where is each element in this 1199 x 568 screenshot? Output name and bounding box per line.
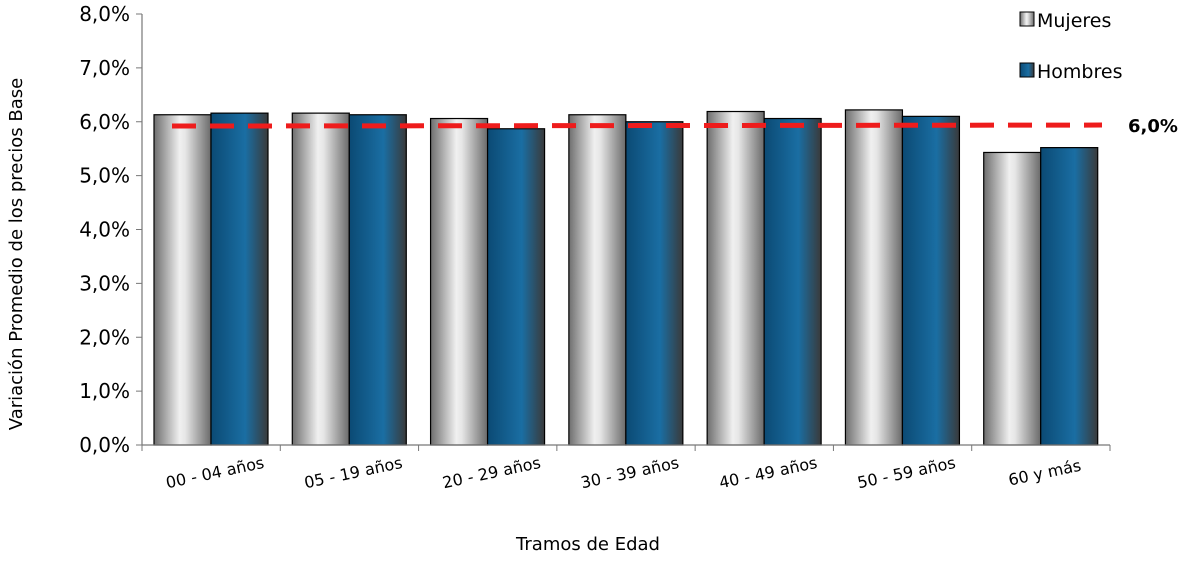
- bar-hombres-4: [763, 117, 822, 446]
- bar-mujeres-2: [429, 117, 489, 446]
- legend-label-mujeres: Mujeres: [1037, 10, 1111, 32]
- x-axis-title: Tramos de Edad: [515, 534, 660, 555]
- legend-swatch-mujeres: [1019, 11, 1035, 27]
- x-tick-label: 50 - 59 años: [856, 453, 958, 492]
- y-tick-label: 4,0%: [79, 218, 130, 242]
- y-tick-label: 7,0%: [79, 56, 130, 80]
- bar-mujeres-1: [291, 112, 350, 446]
- bar-hombres-3: [625, 121, 684, 446]
- legend-label-hombres: Hombres: [1037, 61, 1122, 83]
- y-tick-label: 5,0%: [79, 164, 130, 188]
- bar-hombres-1: [348, 114, 407, 446]
- bar-mujeres-0: [153, 114, 212, 446]
- bar-hombres-6: [1040, 147, 1099, 446]
- bar-mujeres-5: [844, 109, 904, 446]
- y-axis-title: Variación Promedio de los precios Base: [6, 78, 27, 430]
- legend-swatch-hombres: [1019, 62, 1035, 78]
- y-tick-label: 8,0%: [79, 2, 130, 26]
- bar-hombres-2: [486, 128, 546, 446]
- x-tick-label: 00 - 04 años: [164, 453, 266, 492]
- y-tick-label: 2,0%: [79, 325, 130, 349]
- x-tick-label: 60 y más: [1007, 456, 1083, 490]
- x-tick-label: 40 - 49 años: [717, 453, 819, 492]
- bar-mujeres-3: [568, 114, 627, 446]
- x-tick-label: 05 - 19 años: [302, 453, 404, 492]
- y-tick-label: 6,0%: [79, 110, 130, 134]
- legend: Mujeres Hombres: [1019, 10, 1122, 83]
- bar-mujeres-6: [983, 151, 1042, 446]
- y-tick-label: 1,0%: [79, 379, 130, 403]
- bar-mujeres-4: [706, 110, 765, 446]
- x-tick-label: 30 - 39 años: [579, 453, 681, 492]
- bar-hombres-0: [210, 112, 269, 446]
- y-tick-label: 3,0%: [79, 271, 130, 295]
- x-tick-label: 20 - 29 años: [441, 453, 543, 492]
- reference-line: [171, 122, 1103, 129]
- y-tick-label: 0,0%: [79, 433, 130, 457]
- bar-hombres-5: [901, 115, 961, 446]
- reference-line-label: 6,0%: [1128, 116, 1178, 137]
